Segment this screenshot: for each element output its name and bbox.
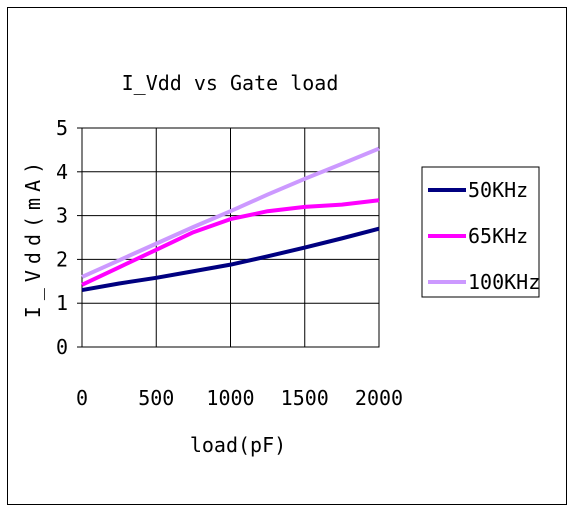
series-line-50khz (81, 226, 380, 293)
y-tick-label-3: 3 (56, 204, 68, 228)
y-tick-label-1: 1 (56, 291, 68, 315)
y-tick-label-0: 0 (56, 335, 68, 359)
grid (77, 127, 379, 348)
y-axis-label: I_Vdd(mA) (21, 156, 45, 318)
y-tick-label-5: 5 (56, 116, 68, 140)
legend-label-65khz: 65KHz (468, 224, 528, 248)
legend-label-100khz: 100KHz (468, 270, 540, 294)
x-axis-label: load(pF) (190, 433, 286, 457)
x-tick-label-2: 1000 (206, 386, 254, 410)
x-tick-labels: 0 500 1000 1500 2000 (76, 386, 403, 410)
x-tick-label-3: 1500 (281, 386, 329, 410)
y-tick-label-2: 2 (56, 247, 68, 271)
x-tick-label-0: 0 (76, 386, 88, 410)
series-lines (81, 146, 380, 293)
legend: 50KHz 65KHz 100KHz (421, 166, 540, 298)
y-tick-labels: 0 1 2 3 4 5 (56, 116, 68, 359)
plot-area (81, 127, 380, 348)
x-tick-label-1: 500 (138, 386, 174, 410)
chart-title: I_Vdd vs Gate load (122, 71, 339, 95)
y-tick-label-4: 4 (56, 160, 68, 184)
series-line-100khz (81, 146, 380, 279)
series-line-65khz (81, 198, 380, 287)
legend-label-50khz: 50KHz (468, 178, 528, 202)
x-tick-label-4: 2000 (355, 386, 403, 410)
